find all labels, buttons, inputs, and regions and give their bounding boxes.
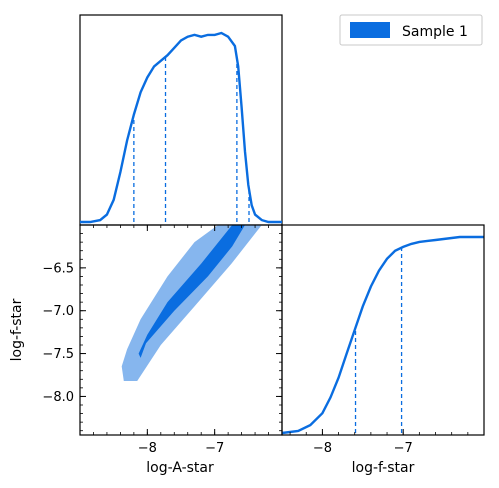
joint-xtick-label: −7: [205, 441, 224, 456]
marginal-f-panel: −8 −7 log-f-star: [281, 224, 485, 476]
marginal-a-frame: [79, 14, 283, 226]
marginal-f-frame: [281, 224, 485, 436]
joint-panel: −8 −7 −6.5 −7.0 −7.5 −8.0 log-A-star log-f-st…: [9, 224, 283, 476]
joint-outer-contour: [121, 225, 262, 381]
joint-ytick-label: −7.5: [42, 347, 74, 362]
marginal-f-curve: [281, 235, 484, 435]
joint-frame: [79, 224, 283, 436]
marginal-f-ticks: −8 −7: [289, 429, 469, 456]
marginal-a-curve: [80, 31, 282, 224]
joint-ticks: −8 −7 −6.5 −7.0 −7.5 −8.0: [42, 225, 282, 456]
joint-ytick-label: −6.5: [42, 261, 74, 276]
marginal-a-quantiles: [133, 56, 250, 222]
legend: Sample 1: [339, 14, 483, 46]
joint-ylabel: log-f-star: [9, 298, 25, 361]
marginal-f-xtick-label: −8: [313, 441, 332, 456]
marginal-f-xlabel: log-f-star: [352, 460, 415, 476]
joint-ytick-label: −8.0: [42, 390, 74, 405]
joint-ytick-label: −7.0: [42, 304, 74, 319]
joint-xtick-label: −8: [138, 441, 157, 456]
marginal-f-xtick-label: −7: [394, 441, 413, 456]
joint-xlabel: log-A-star: [146, 460, 214, 476]
marginal-f-quantiles: [354, 247, 403, 433]
marginal-a-panel: [79, 14, 283, 226]
legend-swatch: [350, 22, 390, 38]
legend-label: Sample 1: [402, 24, 468, 40]
joint-inner-contour: [138, 225, 245, 358]
